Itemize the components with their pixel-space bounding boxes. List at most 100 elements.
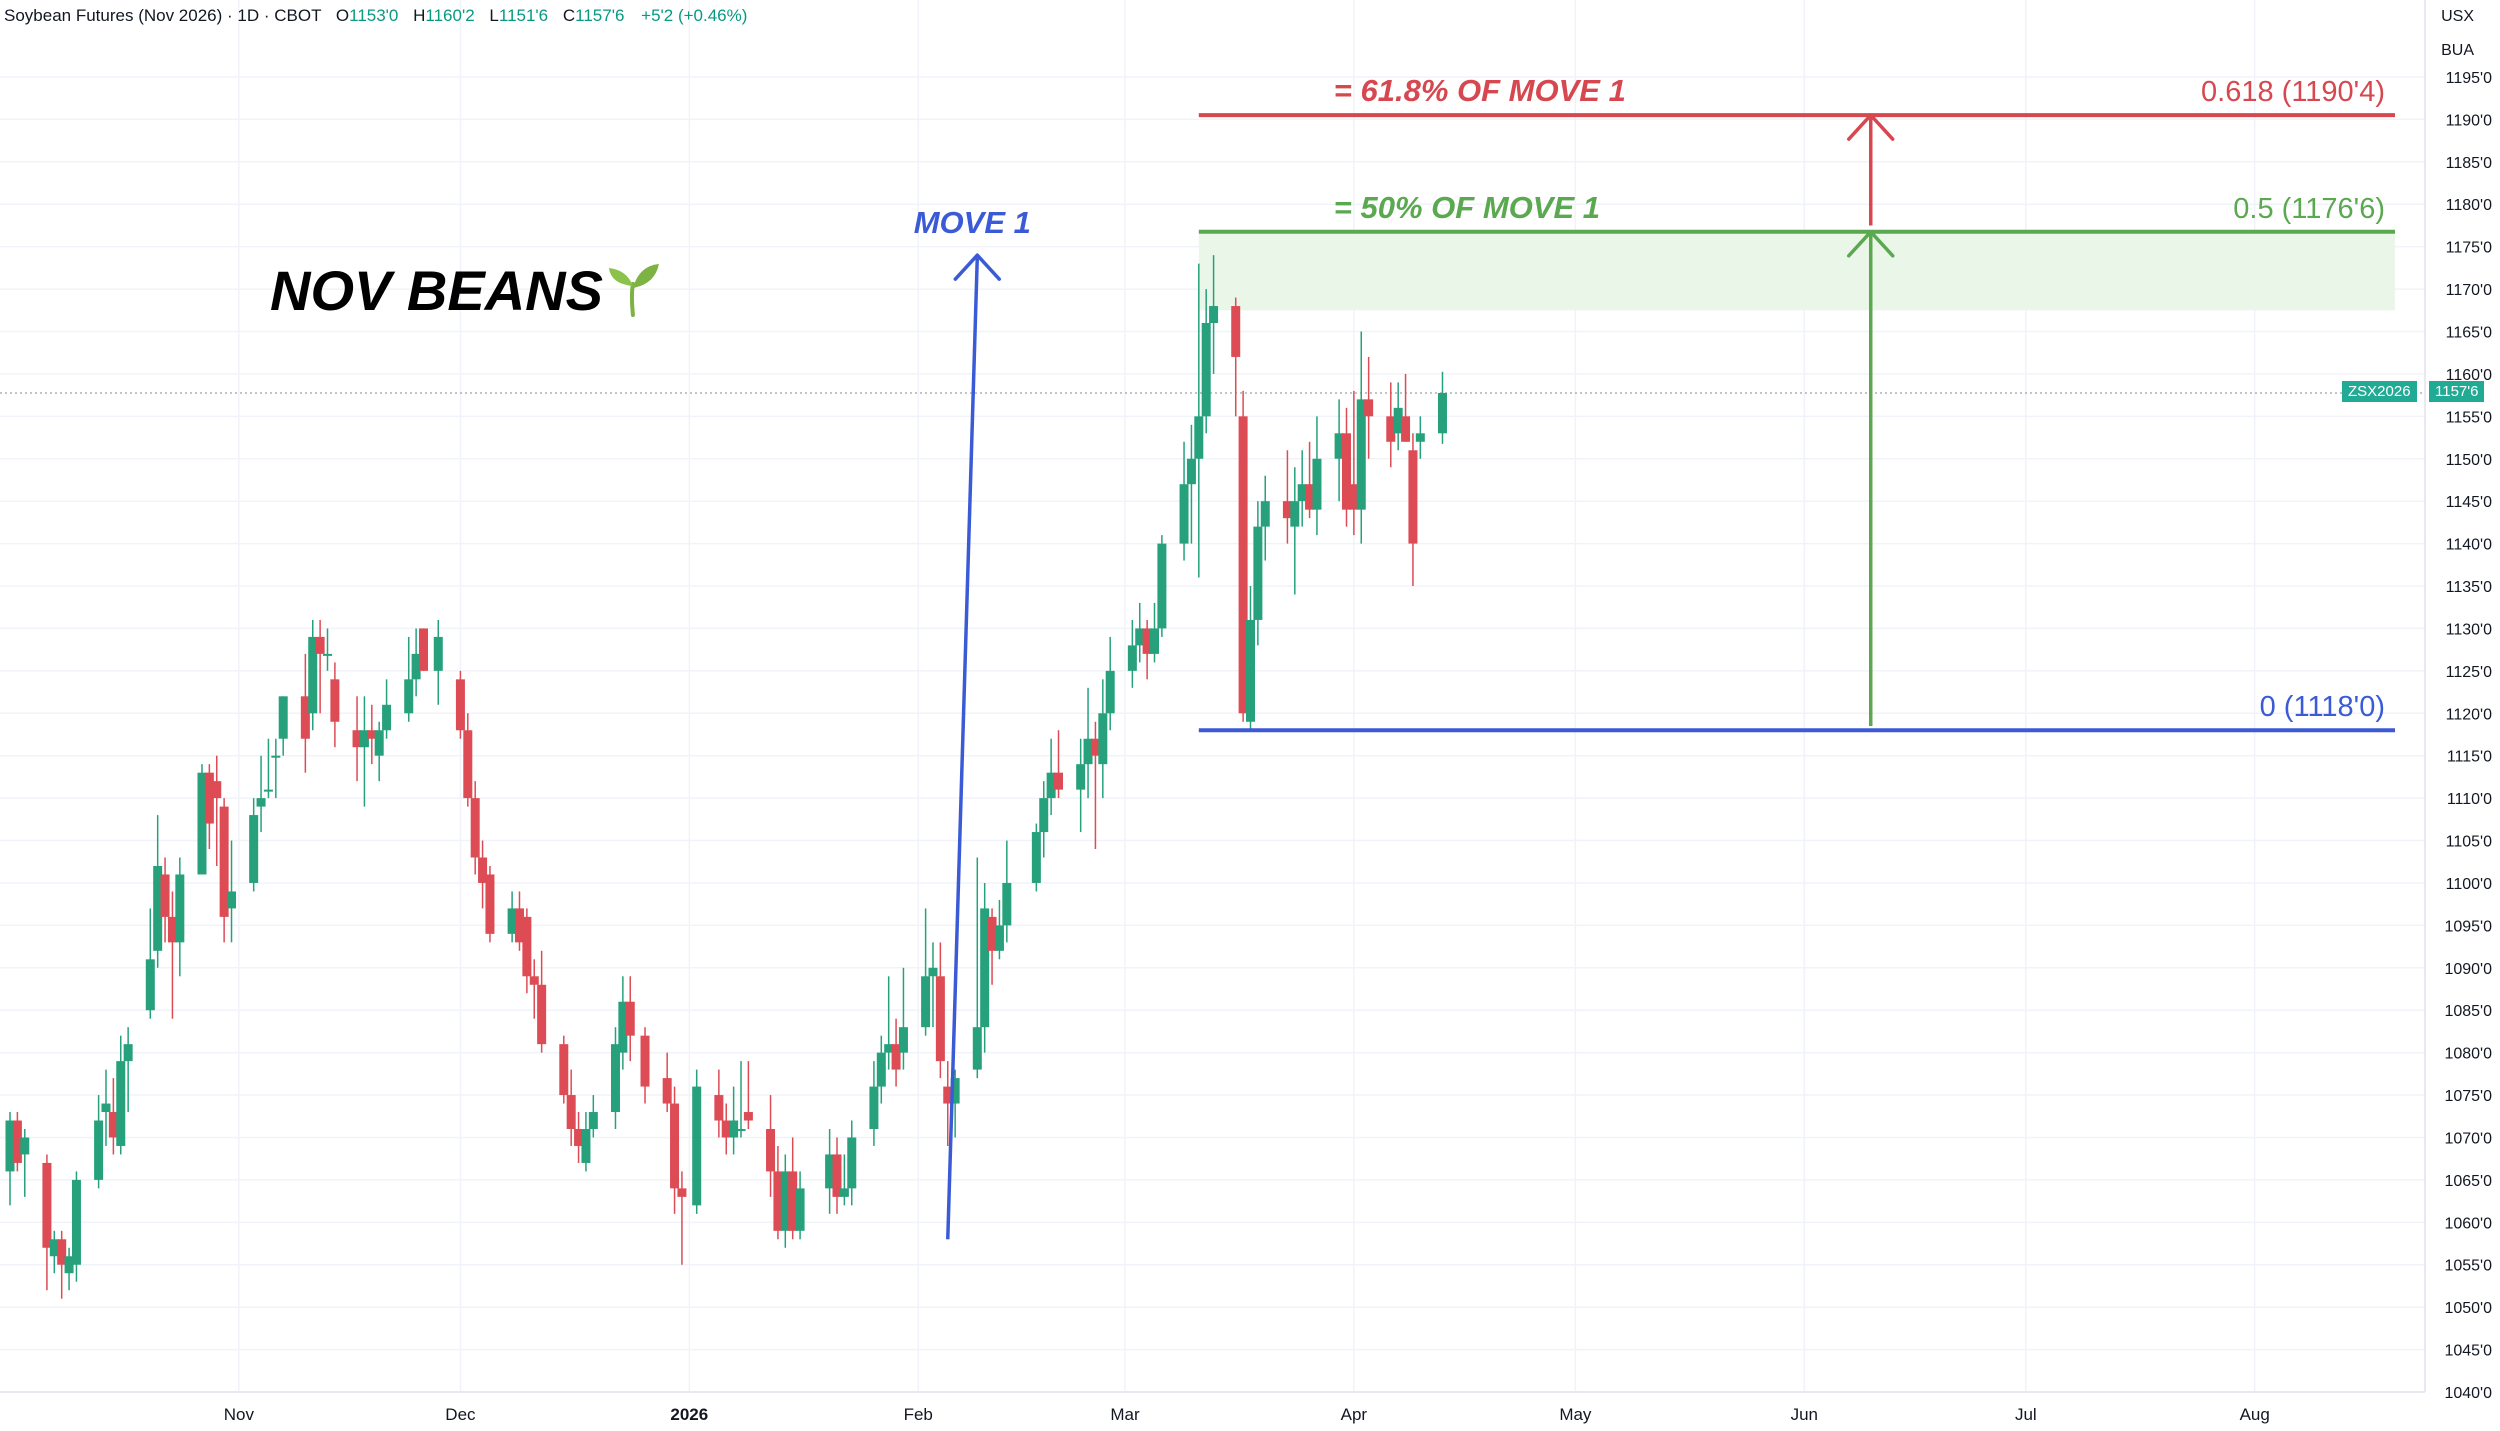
candle-body xyxy=(1386,416,1396,442)
candle-body xyxy=(418,628,428,671)
candle-body xyxy=(1408,450,1418,544)
candle-body xyxy=(574,1128,584,1146)
candle-body xyxy=(884,1044,894,1053)
price-tick-label: 1170'0 xyxy=(2446,282,2492,299)
candle-body xyxy=(1201,323,1211,417)
candle-body xyxy=(5,1120,15,1172)
candle-body xyxy=(1039,798,1049,833)
candle-body xyxy=(71,1179,81,1265)
candles xyxy=(5,255,1447,1299)
fib-zone xyxy=(1198,231,2395,311)
candle-body xyxy=(1260,501,1270,527)
price-tick-label: 1135'0 xyxy=(2446,579,2492,596)
candle-body xyxy=(197,772,207,875)
candle-body xyxy=(618,1001,628,1053)
fib-zone-rect xyxy=(1198,231,2395,311)
candle-body xyxy=(153,865,163,951)
price-tick-label: 1180'0 xyxy=(2446,197,2492,214)
candle-body xyxy=(1282,501,1292,519)
fib-level-label: 0.5 (1176'6) xyxy=(2233,193,2385,225)
fib-level-label: 0 (1118'0) xyxy=(2260,691,2385,723)
candle-body xyxy=(404,679,414,714)
candle-body xyxy=(382,704,392,731)
candle-body xyxy=(175,874,185,943)
candle-body xyxy=(249,815,259,883)
candle-body xyxy=(832,1154,842,1197)
candle-body xyxy=(352,730,362,748)
candle-body xyxy=(847,1137,857,1189)
candle-body xyxy=(839,1188,849,1197)
price-tick-label: 1110'0 xyxy=(2447,791,2492,808)
candle-body xyxy=(921,976,931,1028)
candle-body xyxy=(1364,399,1374,417)
time-tick-label: Apr xyxy=(1341,1405,1368,1424)
grid-lines xyxy=(0,0,2425,1393)
change-value: +5'2 (+0.46%) xyxy=(641,6,748,25)
candle-body xyxy=(256,798,266,807)
fib618-label: = 61.8% OF MOVE 1 xyxy=(1334,73,1626,108)
candle-body xyxy=(145,959,155,1011)
fib-level-label: 0.618 (1190'4) xyxy=(2201,76,2385,108)
candle-body xyxy=(433,636,443,671)
candle-body xyxy=(662,1078,672,1104)
candle-body xyxy=(94,1120,104,1180)
candle-body xyxy=(1341,433,1351,510)
candle-body xyxy=(1046,772,1056,799)
last-price-value-tag: 1157'6 xyxy=(2429,381,2485,402)
price-tick-label: 1095'0 xyxy=(2444,918,2492,935)
price-tick-label: 1075'0 xyxy=(2444,1088,2492,1105)
price-tick-label: 1070'0 xyxy=(2444,1130,2492,1147)
candle-body xyxy=(1194,416,1204,459)
time-tick-label: Jun xyxy=(1791,1405,1818,1424)
candle-body xyxy=(1127,645,1137,671)
price-tick-label: 1090'0 xyxy=(2444,961,2492,978)
currency-label[interactable]: USX xyxy=(2441,8,2474,25)
time-tick-label: Feb xyxy=(904,1405,933,1424)
candle-body xyxy=(529,976,539,985)
price-tick-label: 1085'0 xyxy=(2444,1003,2492,1020)
candle-body xyxy=(20,1137,30,1155)
candle-body xyxy=(64,1256,74,1274)
candle-body xyxy=(721,1120,731,1138)
close-label: C xyxy=(562,6,576,25)
candle-body xyxy=(101,1103,111,1113)
time-tick-label: Jul xyxy=(2015,1405,2037,1424)
candle-body xyxy=(980,908,990,1028)
fib50-arrowhead xyxy=(1846,230,1895,258)
low-label: L xyxy=(489,6,499,25)
candle-body xyxy=(514,908,524,943)
symbol-header[interactable]: Soybean Futures (Nov 2026) · 1D · CBOT O… xyxy=(4,6,747,26)
price-tick-label: 1140'0 xyxy=(2446,537,2492,554)
candle-body xyxy=(1437,393,1447,434)
candle-body xyxy=(1157,543,1167,629)
price-tick-label: 1145'0 xyxy=(2446,494,2492,511)
candle-body xyxy=(1312,458,1322,510)
candle-body xyxy=(935,976,945,1062)
candle-body xyxy=(116,1061,126,1146)
candle-body xyxy=(463,730,473,799)
candle-body xyxy=(670,1103,680,1189)
candle-body xyxy=(1253,526,1263,620)
chart-title-group: NOV BEANS xyxy=(270,259,659,322)
candle-body xyxy=(367,730,377,739)
price-tick-label: 1065'0 xyxy=(2444,1173,2492,1190)
price-tick-label: 1040'0 xyxy=(2444,1385,2492,1402)
price-tick-label: 1160'0 xyxy=(2446,367,2492,384)
candle-body xyxy=(271,755,281,758)
candle-body xyxy=(773,1171,783,1231)
candle-body xyxy=(1305,484,1315,510)
candle-body xyxy=(1098,713,1108,765)
candle-body xyxy=(780,1171,790,1231)
price-tick-label: 1150'0 xyxy=(2446,452,2492,469)
close-value: 1157'6 xyxy=(575,6,625,25)
chart-title: NOV BEANS xyxy=(270,259,603,322)
candle-body xyxy=(108,1112,118,1138)
candle-body xyxy=(359,730,369,748)
candle-body xyxy=(588,1112,598,1129)
candle-body xyxy=(987,916,997,951)
price-tick-label: 1060'0 xyxy=(2444,1215,2492,1232)
unit-label[interactable]: BUA xyxy=(2441,42,2474,59)
price-tick-label: 1050'0 xyxy=(2444,1300,2492,1317)
